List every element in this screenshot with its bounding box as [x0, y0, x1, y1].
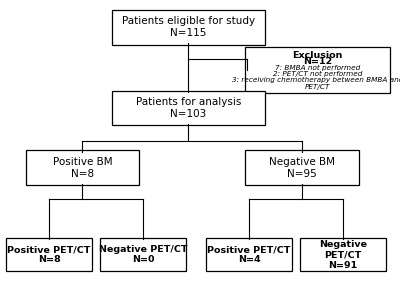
FancyBboxPatch shape [300, 238, 386, 272]
Text: Exclusion: Exclusion [292, 51, 343, 60]
FancyBboxPatch shape [245, 47, 390, 93]
Text: Positive PET/CT
N=8: Positive PET/CT N=8 [7, 245, 91, 264]
Text: Negative BM
N=95: Negative BM N=95 [269, 157, 335, 179]
FancyBboxPatch shape [26, 150, 139, 185]
Text: Patients eligible for study
N=115: Patients eligible for study N=115 [122, 16, 255, 38]
Text: Positive BM
N=8: Positive BM N=8 [52, 157, 112, 179]
FancyBboxPatch shape [245, 150, 359, 185]
Text: 7: BMBA not performed: 7: BMBA not performed [275, 65, 360, 71]
FancyBboxPatch shape [112, 91, 265, 125]
Text: Negative
PET/CT
N=91: Negative PET/CT N=91 [319, 240, 367, 270]
FancyBboxPatch shape [112, 10, 265, 45]
Text: 2: PET/CT not performed: 2: PET/CT not performed [273, 71, 362, 77]
Text: N=12: N=12 [303, 57, 332, 66]
Text: Patients for analysis
N=103: Patients for analysis N=103 [136, 97, 241, 119]
FancyBboxPatch shape [6, 238, 92, 272]
Text: 3: receiving chemotherapy between BMBA and: 3: receiving chemotherapy between BMBA a… [232, 77, 400, 83]
FancyBboxPatch shape [100, 238, 186, 272]
Text: Positive PET/CT
N=4: Positive PET/CT N=4 [207, 245, 291, 264]
Text: Negative PET/CT
N=0: Negative PET/CT N=0 [99, 245, 188, 264]
FancyBboxPatch shape [206, 238, 292, 272]
Text: PET/CT: PET/CT [305, 83, 330, 89]
